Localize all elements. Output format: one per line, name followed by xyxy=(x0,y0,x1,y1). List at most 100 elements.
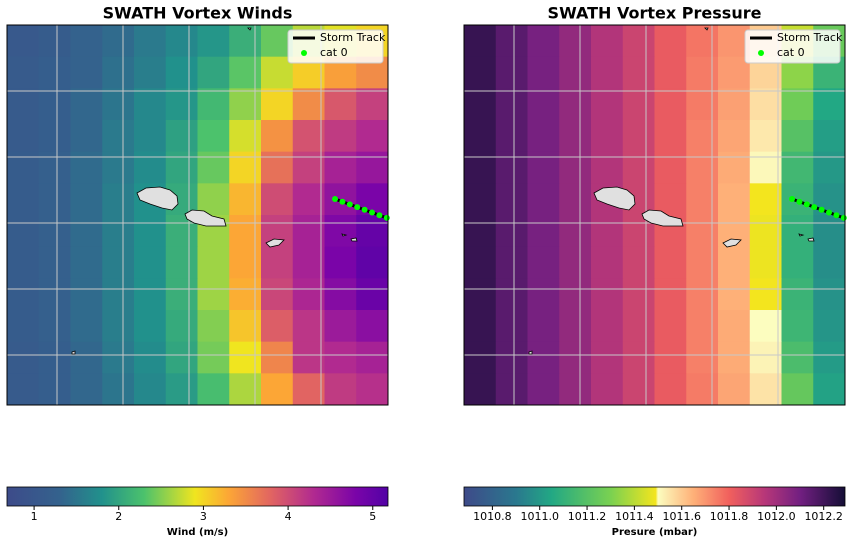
island xyxy=(265,238,285,248)
heat-cell xyxy=(292,310,325,343)
heat-cell xyxy=(229,56,262,89)
heat-cell xyxy=(324,278,357,311)
island xyxy=(807,237,815,242)
heat-cell xyxy=(527,278,560,311)
heat-cell xyxy=(102,278,135,311)
heat-cell xyxy=(229,246,262,279)
heat-cell xyxy=(356,151,389,184)
colorbar-tick-label: 1011.4 xyxy=(615,510,654,523)
heat-cell xyxy=(718,88,751,121)
heat-cell xyxy=(654,151,687,184)
legend-marker xyxy=(758,50,764,56)
heat-cell xyxy=(527,310,560,343)
storm-point xyxy=(826,209,832,216)
heat-cell xyxy=(527,25,560,58)
heat-cell xyxy=(324,246,357,279)
heat-cell xyxy=(464,183,497,216)
heat-cell xyxy=(622,246,655,279)
heat-cell xyxy=(197,183,230,216)
heat-cell xyxy=(70,120,103,153)
heat-cell xyxy=(527,341,560,374)
heat-cell xyxy=(464,25,497,58)
heat-cell xyxy=(70,373,103,406)
heat-cell xyxy=(495,278,528,311)
heat-cell xyxy=(38,88,71,121)
heat-cell xyxy=(324,341,357,374)
heat-cell xyxy=(38,246,71,279)
heat-cell xyxy=(781,151,814,184)
heat-cell xyxy=(749,246,782,279)
heat-cell xyxy=(102,310,135,343)
storm-point xyxy=(339,198,346,205)
heat-cell xyxy=(654,278,687,311)
heat-cell xyxy=(356,373,389,406)
heat-cell xyxy=(356,278,389,311)
heat-cell xyxy=(813,120,846,153)
storm-point xyxy=(346,201,353,208)
heat-cell xyxy=(165,88,198,121)
heat-cell xyxy=(38,373,71,406)
heat-cell xyxy=(229,278,262,311)
heat-cell xyxy=(622,151,655,184)
islands xyxy=(528,27,815,355)
storm-point xyxy=(833,212,840,219)
heat-cell xyxy=(495,246,528,279)
heat-cell xyxy=(591,215,624,248)
heat-cell xyxy=(686,56,719,89)
storm-point xyxy=(840,214,847,221)
island xyxy=(341,233,348,237)
heat-cell xyxy=(591,25,624,58)
heat-cell xyxy=(197,56,230,89)
heat-cell xyxy=(559,246,592,279)
heat-cell xyxy=(134,310,167,343)
heat-cell xyxy=(197,246,230,279)
heat-cell xyxy=(749,183,782,216)
heat-cell xyxy=(559,341,592,374)
heat-cell xyxy=(261,151,294,184)
heat-cell xyxy=(464,56,497,89)
heat-cell xyxy=(324,215,357,248)
colorbar xyxy=(6,486,389,507)
storm-point xyxy=(811,204,818,211)
heat-cell xyxy=(261,246,294,279)
heat-cell xyxy=(261,373,294,406)
storm-point xyxy=(332,196,338,202)
heat-cell xyxy=(7,25,40,58)
heat-cell xyxy=(292,88,325,121)
heat-cell xyxy=(559,88,592,121)
heat-cell xyxy=(197,25,230,58)
heat-cell xyxy=(654,120,687,153)
heat-cell xyxy=(559,25,592,58)
heat-cell xyxy=(654,310,687,343)
heat-cell xyxy=(292,246,325,279)
heat-cell xyxy=(70,278,103,311)
heat-cell xyxy=(654,25,687,58)
heat-cell xyxy=(229,120,262,153)
heat-cell xyxy=(70,341,103,374)
heat-cell xyxy=(134,373,167,406)
heat-cell xyxy=(559,215,592,248)
heat-cell xyxy=(622,341,655,374)
heat-cell xyxy=(7,373,40,406)
heat-cell xyxy=(654,373,687,406)
heat-cell xyxy=(495,25,528,58)
heat-cell xyxy=(324,151,357,184)
heat-cell xyxy=(718,278,751,311)
island xyxy=(704,27,709,31)
heat-cell xyxy=(559,183,592,216)
heat-cell xyxy=(229,373,262,406)
heat-cell xyxy=(813,341,846,374)
heat-cell xyxy=(654,183,687,216)
heat-cell xyxy=(527,183,560,216)
heat-cell xyxy=(292,341,325,374)
heat-cell xyxy=(464,373,497,406)
heat-cell xyxy=(527,120,560,153)
heat-cell xyxy=(591,373,624,406)
heat-cell xyxy=(813,373,846,406)
heat-cell xyxy=(622,25,655,58)
heat-cell xyxy=(229,310,262,343)
heat-cell xyxy=(654,56,687,89)
heat-cell xyxy=(622,310,655,343)
heat-cell xyxy=(749,373,782,406)
